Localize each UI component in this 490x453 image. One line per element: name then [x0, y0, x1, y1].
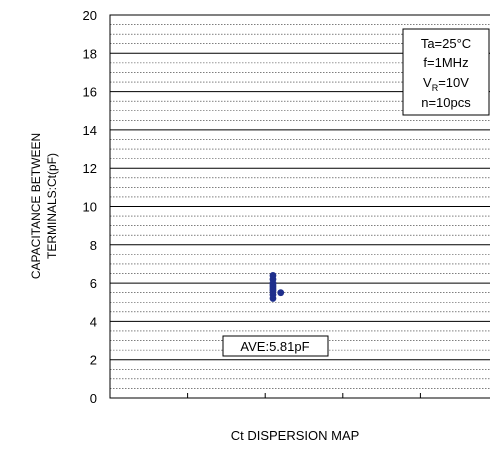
condition-temperature: Ta=25°C [421, 36, 471, 51]
y-tick-label: 10 [83, 200, 97, 215]
condition-frequency: f=1MHz [423, 55, 468, 70]
y-tick-label: 4 [90, 314, 97, 329]
conditions-box-frame [402, 28, 490, 116]
y-tick-label: 18 [83, 46, 97, 61]
y-tick-label: 14 [83, 123, 97, 138]
condition-voltage-symbol: V [423, 75, 432, 90]
y-tick-label: 8 [90, 238, 97, 253]
condition-sample-count: n=10pcs [421, 95, 471, 110]
y-tick-label: 20 [83, 8, 97, 23]
condition-voltage-subscript: R [432, 83, 439, 93]
condition-voltage: VR=10V [423, 75, 469, 93]
y-tick-label: 0 [90, 391, 97, 406]
y-axis-title-line1: CAPACITANCE BETWEEN [29, 133, 43, 279]
data-point [269, 295, 277, 302]
y-tick-label: 2 [90, 353, 97, 368]
y-tick-label: 12 [83, 161, 97, 176]
data-point [277, 289, 285, 297]
y-axis-title-line2: TERMINALS:Ct(pF) [45, 153, 59, 259]
average-annotation: AVE:5.81pF [222, 335, 329, 357]
data-points [269, 272, 285, 302]
average-annotation-frame [222, 335, 329, 357]
condition-voltage-value: =10V [438, 75, 469, 90]
x-division-ticks [187, 393, 421, 398]
y-tick-label: 6 [90, 276, 97, 291]
plot-frame [109, 14, 490, 399]
y-tick-label: 16 [83, 85, 97, 100]
average-annotation-text: AVE:5.81pF [240, 339, 309, 354]
y-tick-labels: 0 2 4 6 8 10 12 14 16 18 20 [83, 8, 97, 406]
conditions-box: Ta=25°C f=1MHz VR=10V n=10pcs [402, 28, 490, 116]
grid-lines [110, 24, 490, 389]
x-axis-title: Ct DISPERSION MAP [231, 428, 360, 443]
